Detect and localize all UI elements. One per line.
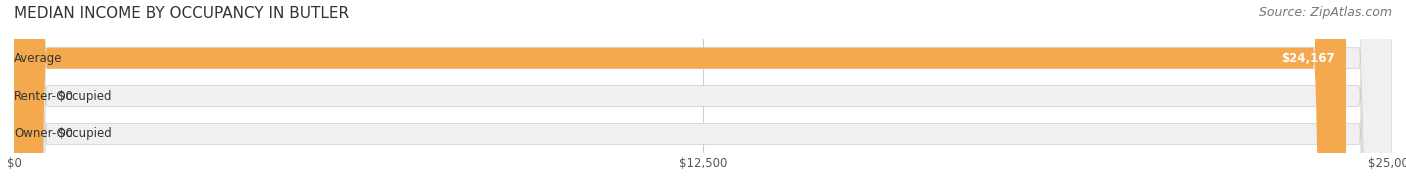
FancyBboxPatch shape [14,0,42,196]
Text: Source: ZipAtlas.com: Source: ZipAtlas.com [1258,6,1392,19]
FancyBboxPatch shape [14,0,1392,196]
FancyBboxPatch shape [14,0,1346,196]
Text: $24,167: $24,167 [1281,52,1336,65]
FancyBboxPatch shape [14,0,42,196]
Text: $0: $0 [58,127,73,140]
FancyBboxPatch shape [14,0,1392,196]
Text: Average: Average [14,52,63,65]
Text: Owner-Occupied: Owner-Occupied [14,127,112,140]
Text: MEDIAN INCOME BY OCCUPANCY IN BUTLER: MEDIAN INCOME BY OCCUPANCY IN BUTLER [14,6,349,21]
FancyBboxPatch shape [14,0,1392,196]
Text: $0: $0 [58,90,73,103]
Text: Renter-Occupied: Renter-Occupied [14,90,112,103]
